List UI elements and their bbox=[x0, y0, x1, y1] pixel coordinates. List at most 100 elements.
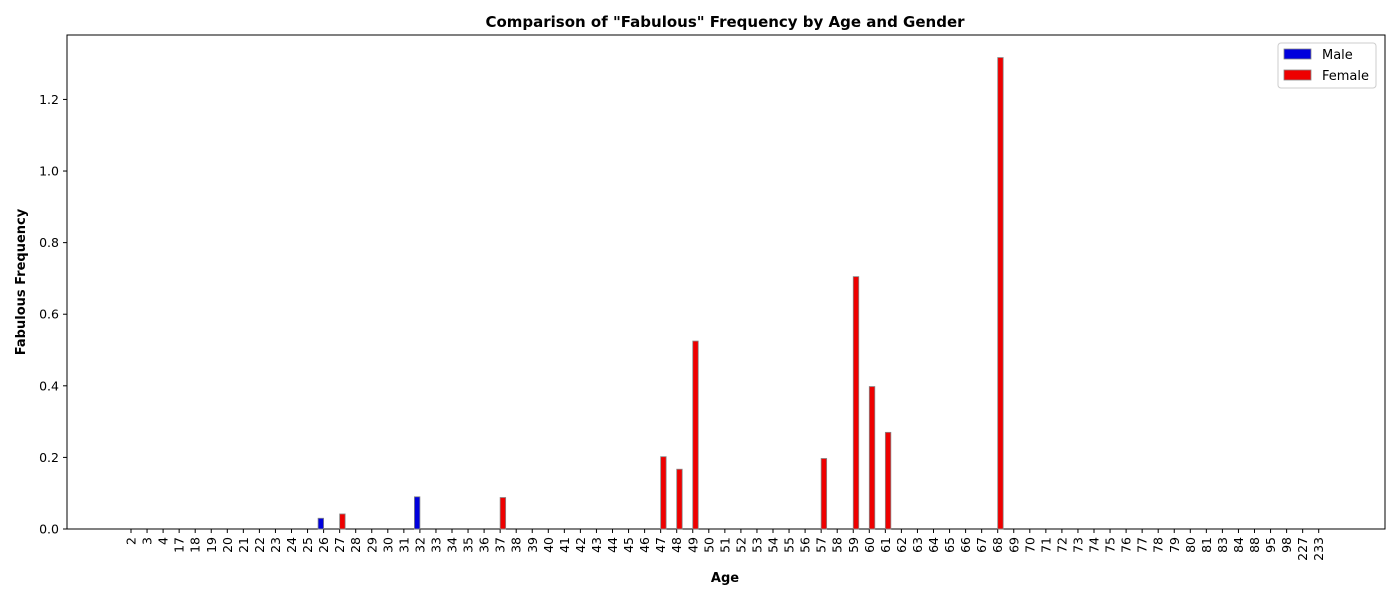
x-tick-label: 55 bbox=[782, 537, 797, 553]
x-tick-label: 227 bbox=[1295, 537, 1310, 561]
legend-label-male: Male bbox=[1322, 48, 1353, 63]
x-tick-label: 21 bbox=[236, 537, 251, 553]
x-tick-label: 27 bbox=[332, 537, 347, 553]
x-tick-label: 73 bbox=[1070, 537, 1085, 553]
legend-label-female: Female bbox=[1322, 69, 1369, 84]
y-tick-label: 1.0 bbox=[39, 164, 59, 179]
legend-swatch-male bbox=[1283, 48, 1312, 60]
x-tick-label: 77 bbox=[1135, 537, 1150, 553]
plot-frame bbox=[66, 34, 1386, 530]
x-tick-label: 47 bbox=[653, 537, 668, 553]
x-tick-label: 51 bbox=[717, 537, 732, 553]
y-tick-label: 0.0 bbox=[39, 522, 59, 537]
bar-female-27 bbox=[339, 513, 346, 530]
x-tick-label: 20 bbox=[220, 537, 235, 553]
x-tick-label: 57 bbox=[814, 537, 829, 553]
x-tick-label: 66 bbox=[958, 537, 973, 553]
x-tick-label: 70 bbox=[1022, 537, 1037, 553]
x-tick-label: 49 bbox=[685, 537, 700, 553]
x-tick-label: 52 bbox=[733, 537, 748, 553]
x-tick-label: 60 bbox=[862, 537, 877, 553]
x-tick-label: 69 bbox=[1006, 537, 1021, 553]
x-tick-label: 63 bbox=[910, 537, 925, 553]
x-tick-label: 74 bbox=[1087, 537, 1102, 553]
x-tick-label: 34 bbox=[445, 537, 460, 553]
x-tick-label: 81 bbox=[1199, 537, 1214, 553]
y-tick-label: 0.6 bbox=[39, 307, 59, 322]
bar-female-37 bbox=[499, 497, 507, 530]
bar-female-47 bbox=[660, 456, 667, 530]
x-tick-label: 53 bbox=[749, 537, 764, 553]
x-tick-label: 62 bbox=[894, 537, 909, 553]
x-tick-label: 233 bbox=[1311, 537, 1326, 561]
legend: Male Female bbox=[1277, 42, 1377, 89]
x-tick-label: 40 bbox=[541, 537, 556, 553]
x-tick-label: 28 bbox=[348, 537, 363, 553]
x-tick-label: 41 bbox=[557, 537, 572, 553]
x-tick-label: 37 bbox=[493, 537, 508, 553]
x-tick-label: 65 bbox=[942, 537, 957, 553]
x-tick-label: 38 bbox=[509, 537, 524, 553]
x-tick-label: 24 bbox=[284, 537, 299, 553]
bar-male-32 bbox=[413, 496, 421, 530]
x-tick-label: 98 bbox=[1279, 537, 1294, 553]
bar-female-49 bbox=[692, 340, 699, 530]
x-tick-label: 4 bbox=[156, 537, 171, 545]
x-tick-label: 59 bbox=[846, 537, 861, 553]
x-tick-label: 46 bbox=[637, 537, 652, 553]
x-tick-label: 50 bbox=[701, 537, 716, 553]
x-tick-label: 22 bbox=[252, 537, 267, 553]
x-tick-label: 30 bbox=[380, 537, 395, 553]
bar-female-61 bbox=[884, 431, 892, 530]
x-tick-label: 26 bbox=[316, 537, 331, 553]
y-tick-label: 0.8 bbox=[39, 235, 59, 250]
y-tick-label: 0.2 bbox=[39, 450, 59, 465]
chart-title: Comparison of "Fabulous" Frequency by Ag… bbox=[485, 13, 965, 31]
x-tick-label: 54 bbox=[766, 537, 781, 553]
x-tick-label: 31 bbox=[396, 537, 411, 553]
y-tick-label: 0.4 bbox=[39, 378, 59, 393]
x-tick-label: 88 bbox=[1247, 537, 1262, 553]
x-tick-label: 45 bbox=[621, 537, 636, 553]
x-tick-label: 83 bbox=[1215, 537, 1230, 553]
x-tick-label: 80 bbox=[1183, 537, 1198, 553]
x-tick-label: 78 bbox=[1151, 537, 1166, 553]
x-tick-label: 29 bbox=[364, 537, 379, 553]
x-tick-label: 19 bbox=[204, 537, 219, 553]
x-tick-label: 76 bbox=[1119, 537, 1134, 553]
legend-swatch-female bbox=[1283, 69, 1312, 81]
bar-female-48 bbox=[676, 468, 683, 530]
x-tick-label: 44 bbox=[605, 537, 620, 553]
x-tick-label: 43 bbox=[589, 537, 604, 553]
x-tick-label: 72 bbox=[1054, 537, 1069, 553]
bar-male-26 bbox=[317, 517, 325, 530]
x-tick-label: 71 bbox=[1038, 537, 1053, 553]
x-tick-label: 25 bbox=[300, 537, 315, 553]
x-tick-label: 32 bbox=[412, 537, 427, 553]
x-tick-label: 64 bbox=[926, 537, 941, 553]
x-tick-label: 58 bbox=[830, 537, 845, 553]
bar-female-60 bbox=[868, 386, 876, 530]
x-tick-label: 18 bbox=[188, 537, 203, 553]
x-tick-label: 17 bbox=[172, 537, 187, 553]
y-tick-label: 1.2 bbox=[39, 92, 59, 107]
bar-female-59 bbox=[852, 276, 860, 530]
x-tick-label: 68 bbox=[990, 537, 1005, 553]
x-tick-label: 79 bbox=[1167, 537, 1182, 553]
y-axis-title: Fabulous Frequency bbox=[14, 208, 29, 355]
x-tick-label: 61 bbox=[878, 537, 893, 553]
x-tick-label: 67 bbox=[974, 537, 989, 553]
x-tick-label: 95 bbox=[1263, 537, 1278, 553]
x-tick-label: 3 bbox=[140, 537, 155, 545]
x-tick-label: 33 bbox=[428, 537, 443, 553]
x-tick-label: 39 bbox=[525, 537, 540, 553]
x-tick-label: 84 bbox=[1231, 537, 1246, 553]
plot-area: 0.00.20.40.60.81.01.22 3 4 17 18 19 20 21 22 23 24… bbox=[39, 34, 1386, 561]
x-tick-label: 35 bbox=[461, 537, 476, 553]
x-tick-label: 2 bbox=[124, 537, 139, 545]
x-tick-label: 56 bbox=[798, 537, 813, 553]
bar-female-68 bbox=[997, 57, 1004, 530]
x-tick-label: 36 bbox=[477, 537, 492, 553]
